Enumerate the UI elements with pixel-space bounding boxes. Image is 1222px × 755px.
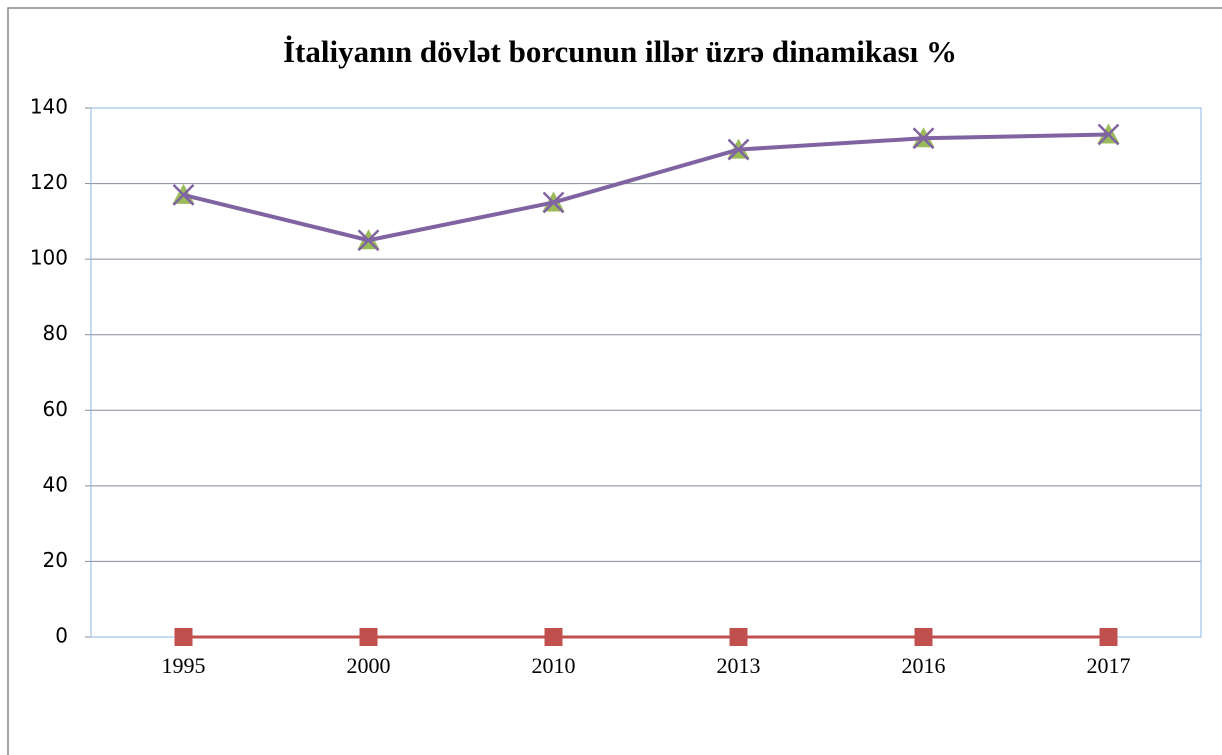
marker (1097, 123, 1120, 146)
x-tick-label: 2010 (532, 653, 576, 678)
marker (359, 628, 378, 646)
marker (729, 628, 748, 646)
y-tick-label: 120 (30, 170, 68, 194)
y-tick-label: 60 (43, 397, 68, 421)
marker (912, 127, 935, 150)
y-tick-label: 40 (43, 472, 68, 496)
x-tick-label: 1995 (162, 653, 206, 678)
y-tick-label: 100 (30, 246, 68, 270)
marker (357, 229, 380, 252)
marker (727, 138, 750, 161)
marker (914, 628, 933, 646)
y-tick-label: 140 (30, 95, 68, 119)
y-tick-label: 0 (55, 624, 68, 648)
chart-title: İtaliyanın dövlət borcunun illər üzrə di… (283, 34, 957, 69)
marker (174, 628, 193, 646)
chart-border (7, 7, 1222, 755)
marker (544, 628, 563, 646)
x-tick-label: 2016 (902, 653, 946, 678)
marker (1099, 628, 1118, 646)
series-line (183, 132, 1109, 243)
x-tick-label: 2000 (347, 653, 391, 678)
marker (542, 191, 565, 214)
y-tick-label: 20 (43, 548, 68, 572)
x-tick-label: 2017 (1087, 653, 1131, 678)
marker (172, 184, 195, 206)
y-tick-label: 80 (43, 321, 68, 345)
x-tick-label: 2013 (717, 653, 761, 678)
